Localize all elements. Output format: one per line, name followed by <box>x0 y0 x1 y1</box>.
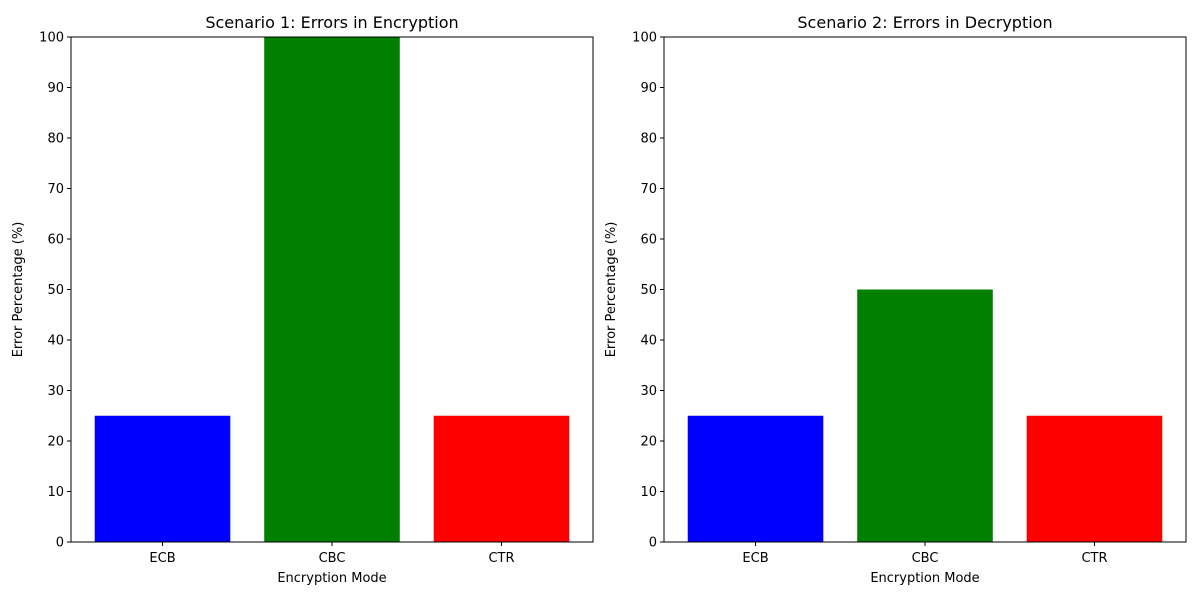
chart-title: Scenario 1: Errors in Encryption <box>205 13 458 32</box>
y-tick-label: 100 <box>632 31 657 46</box>
bar-ecb <box>687 415 824 542</box>
y-tick-label: 80 <box>640 132 657 147</box>
y-tick-label: 60 <box>47 233 64 248</box>
x-tick-label: CBC <box>912 551 939 566</box>
y-tick-label: 50 <box>47 283 64 298</box>
y-tick-label: 90 <box>640 81 657 96</box>
bar-cbc <box>857 289 993 542</box>
x-axis-label: Encryption Mode <box>277 571 386 586</box>
y-axis-label: Error Percentage (%) <box>604 222 619 358</box>
y-tick-label: 30 <box>640 384 657 399</box>
y-tick-label: 30 <box>47 384 64 399</box>
x-tick-label: CTR <box>1081 551 1107 566</box>
x-tick-label: ECB <box>149 551 175 566</box>
y-tick-label: 50 <box>640 283 657 298</box>
y-tick-label: 40 <box>47 334 64 349</box>
y-tick-label: 0 <box>649 536 657 551</box>
bar-ctr <box>433 415 570 542</box>
x-tick-label: ECB <box>742 551 768 566</box>
x-axis-label: Encryption Mode <box>870 571 979 586</box>
chart-panel-1: 0 10 20 30 40 50 60 70 80 90 100 ECB CBC CTR Scenario … <box>11 13 594 586</box>
chart-panel-2: 0 10 20 30 40 50 60 70 80 90 100 ECB CBC CTR Scenario … <box>604 13 1187 586</box>
y-tick-label: 10 <box>47 485 64 500</box>
y-tick-label: 10 <box>640 485 657 500</box>
y-tick-label: 80 <box>47 132 64 147</box>
bar-ctr <box>1026 415 1163 542</box>
bar-cbc <box>264 37 400 542</box>
x-tick-label: CBC <box>319 551 346 566</box>
y-tick-label: 60 <box>640 233 657 248</box>
y-tick-label: 70 <box>47 182 64 197</box>
y-tick-label: 20 <box>47 435 64 450</box>
y-tick-label: 40 <box>640 334 657 349</box>
y-tick-label: 100 <box>39 31 64 46</box>
y-tick-label: 70 <box>640 182 657 197</box>
y-tick-label: 0 <box>56 536 64 551</box>
y-tick-label: 90 <box>47 81 64 96</box>
y-axis-label: Error Percentage (%) <box>11 222 26 358</box>
bar-ecb <box>94 415 231 542</box>
y-tick-label: 20 <box>640 435 657 450</box>
chart-title: Scenario 2: Errors in Decryption <box>797 13 1052 32</box>
x-tick-label: CTR <box>488 551 514 566</box>
